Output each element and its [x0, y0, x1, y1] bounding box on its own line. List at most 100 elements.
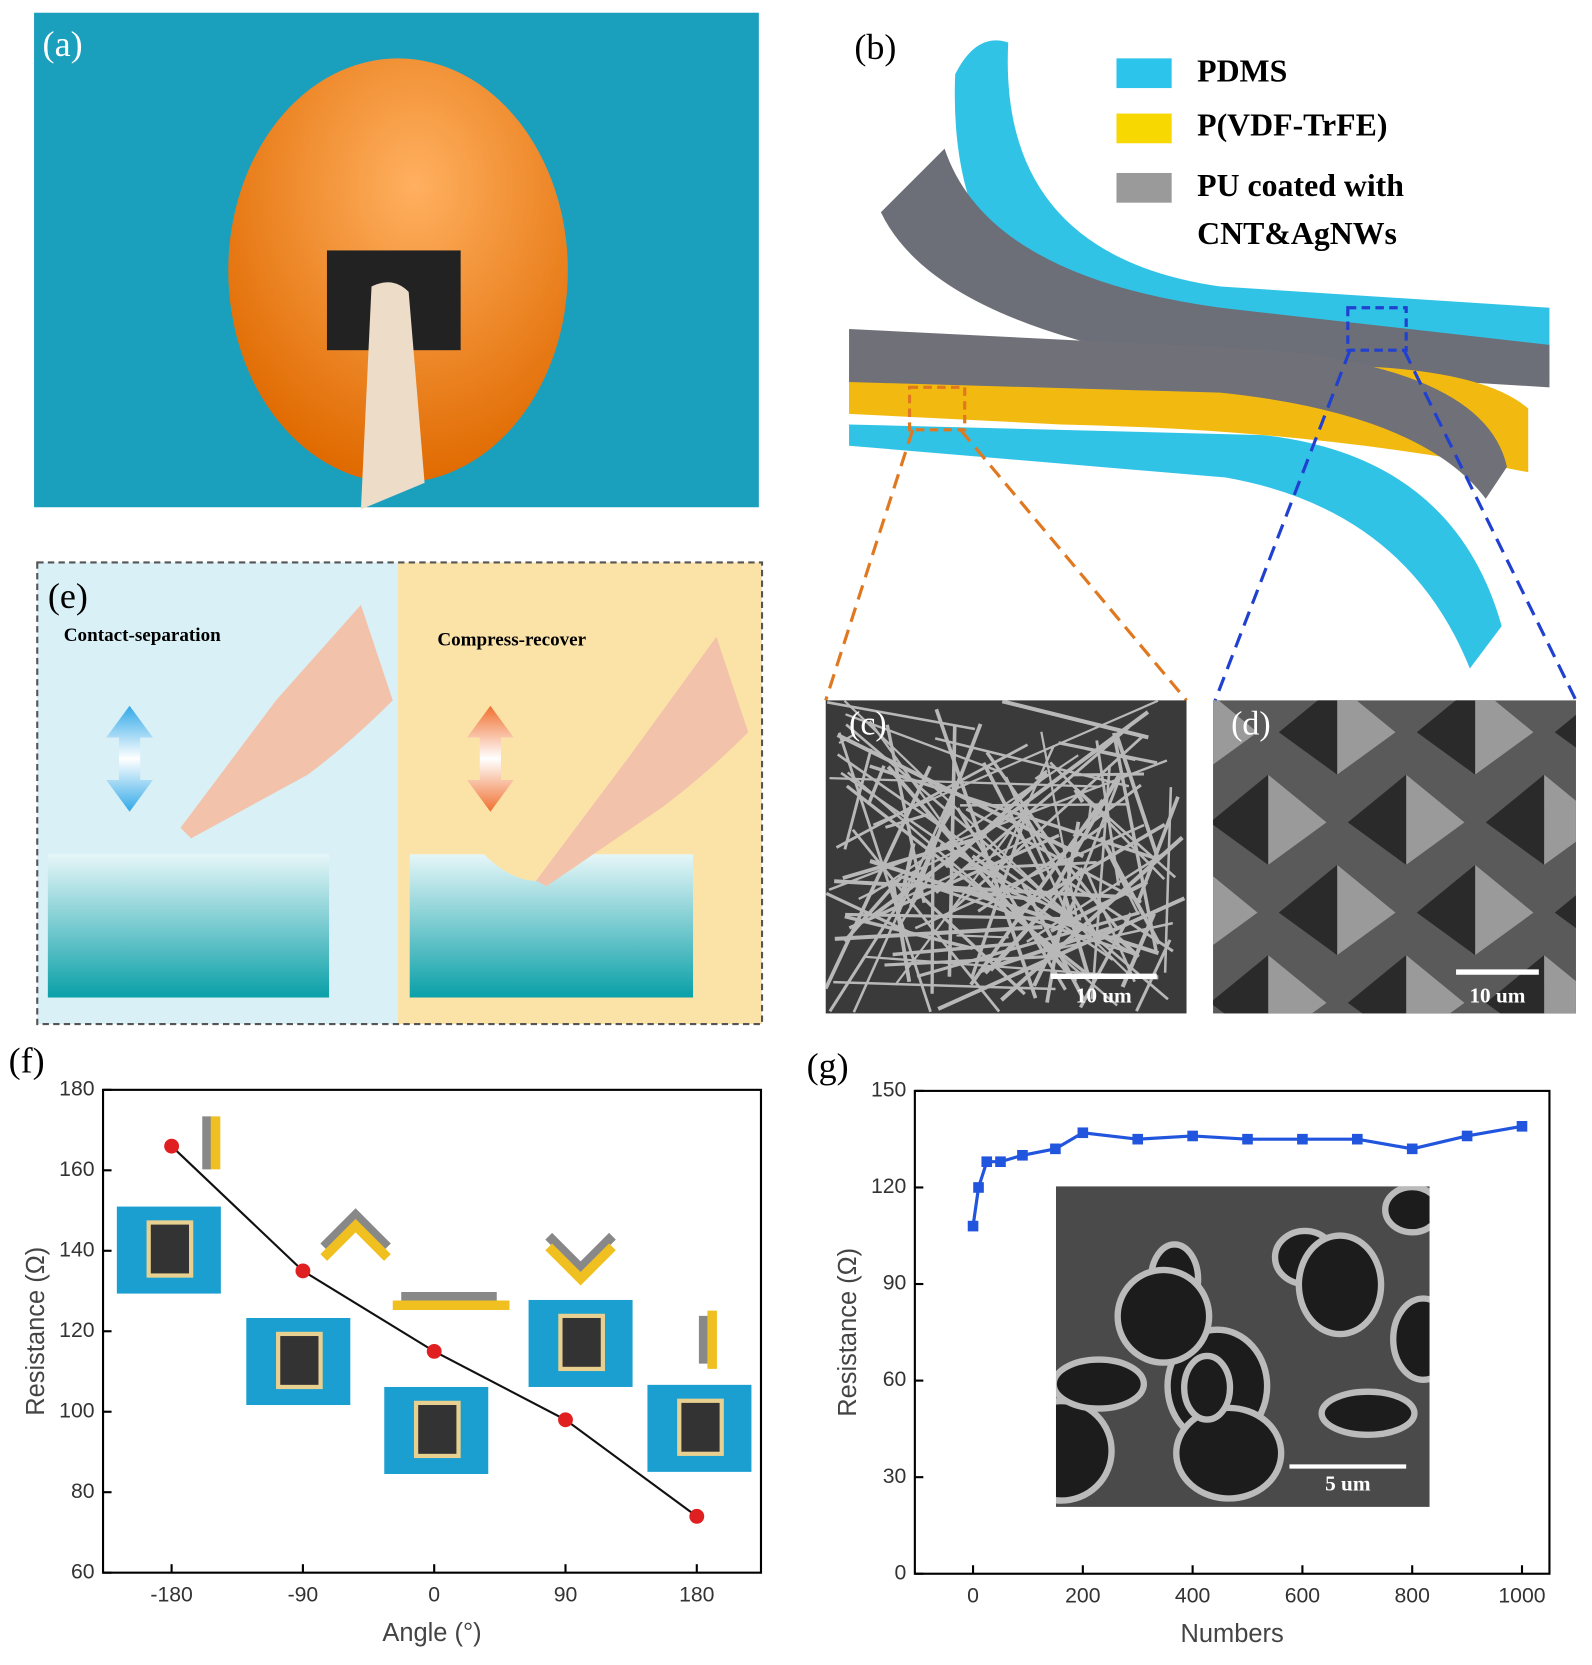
scale-label: 10 um [1076, 983, 1132, 1007]
fiber [866, 765, 886, 806]
pyramid-face [1337, 864, 1396, 956]
fiber [834, 925, 1043, 941]
fiber [934, 708, 1038, 999]
pyramid-face [1475, 700, 1534, 775]
y-tick-label: 30 [883, 1465, 907, 1488]
fiber [985, 751, 1067, 865]
data-point [1297, 1133, 1308, 1145]
x-tick-label: 0 [428, 1584, 440, 1607]
layer-diagram [824, 40, 1578, 702]
pyramid-face [1406, 955, 1465, 1014]
data-point [426, 1343, 442, 1359]
fiber [1049, 880, 1149, 933]
y-axis-label: Resistance (Ω) [834, 1248, 862, 1417]
mode-label: Contact-separation [64, 625, 221, 646]
x-tick-label: -90 [288, 1584, 319, 1607]
panel-label: (c) [849, 706, 887, 743]
x-tick-label: 180 [679, 1584, 714, 1607]
shape-icon [545, 1232, 616, 1275]
data-point [1132, 1133, 1144, 1145]
pyramid-face [1213, 876, 1258, 946]
pyramid-face [1475, 864, 1534, 956]
mode-label: Compress-recover [437, 629, 586, 650]
pyramid [1554, 714, 1576, 748]
inset-device [276, 1331, 323, 1390]
x-tick-label: 90 [554, 1584, 578, 1607]
fiber [1079, 912, 1133, 1009]
data-point [973, 1182, 984, 1193]
x-tick-label: 200 [1065, 1585, 1100, 1608]
pyramid-face [1337, 700, 1396, 775]
data-point [558, 1412, 573, 1428]
inset-device [413, 1400, 461, 1459]
pyramids [1213, 700, 1576, 1014]
fiber [845, 723, 1169, 1001]
fiber [1095, 740, 1121, 886]
fiber [1011, 891, 1076, 915]
fiber [946, 735, 1144, 916]
fiber [935, 725, 1130, 894]
data-point [981, 1156, 993, 1168]
fiber [828, 900, 902, 1013]
data-point [1406, 1143, 1418, 1155]
fiber [1085, 747, 1136, 762]
photo-a [34, 12, 759, 510]
data-point [967, 1220, 979, 1232]
fiber [1040, 731, 1081, 931]
fiber [1034, 769, 1048, 780]
fiber [892, 941, 1019, 957]
data-point [1516, 1121, 1528, 1132]
x-tick-label: 400 [1175, 1585, 1210, 1608]
data-point [1077, 1127, 1089, 1139]
fiber [842, 833, 988, 880]
panel-label: (b) [854, 27, 896, 67]
fiber [916, 911, 1141, 978]
x-tick-label: 1000 [1498, 1585, 1545, 1608]
x-tick-label: -180 [150, 1584, 192, 1607]
fiber [1049, 761, 1166, 881]
y-tick-label: 60 [71, 1560, 95, 1583]
inset-device [558, 1313, 605, 1372]
y-tick-label: 80 [71, 1480, 95, 1503]
fiber [891, 884, 912, 983]
data-point [1352, 1133, 1363, 1145]
shape-icon [320, 1208, 391, 1251]
data-point [295, 1263, 311, 1279]
y-axis-label: Resistance (Ω) [22, 1247, 50, 1416]
x-axis-label: Numbers [1181, 1620, 1284, 1648]
fiber [1114, 732, 1160, 858]
data-point [164, 1138, 180, 1154]
y-tick-label: 160 [59, 1158, 94, 1181]
x-tick-label: 0 [967, 1585, 979, 1608]
fiber [916, 891, 1026, 996]
pore [1055, 1356, 1148, 1412]
fiber [843, 748, 873, 850]
fiber [1085, 870, 1136, 983]
fiber [934, 737, 1130, 788]
pore [1390, 1295, 1430, 1384]
legend-label: PU coated with [1197, 168, 1404, 203]
fiber [1004, 776, 1081, 943]
panel-label: (g) [807, 1046, 849, 1086]
fiber [1073, 788, 1085, 803]
fiber [1047, 774, 1121, 899]
panel-label: (d) [1231, 706, 1271, 743]
pyramid-face [1544, 774, 1576, 865]
fiber [834, 879, 1119, 899]
fiber [848, 833, 1060, 930]
pyramid-face [1268, 774, 1327, 865]
y-tick-label: 180 [59, 1077, 94, 1100]
fiber [964, 860, 1097, 871]
foam [1055, 1186, 1430, 1504]
pore [1318, 1388, 1418, 1439]
data-point [1187, 1130, 1198, 1142]
fiber [965, 807, 1142, 904]
panel-label: (a) [43, 24, 83, 64]
data-point [1017, 1149, 1028, 1161]
inset-device [146, 1220, 194, 1278]
shape-icon [545, 1243, 616, 1286]
fiber [909, 723, 983, 908]
fiber [1112, 732, 1158, 952]
y-tick-label: 120 [871, 1175, 906, 1198]
